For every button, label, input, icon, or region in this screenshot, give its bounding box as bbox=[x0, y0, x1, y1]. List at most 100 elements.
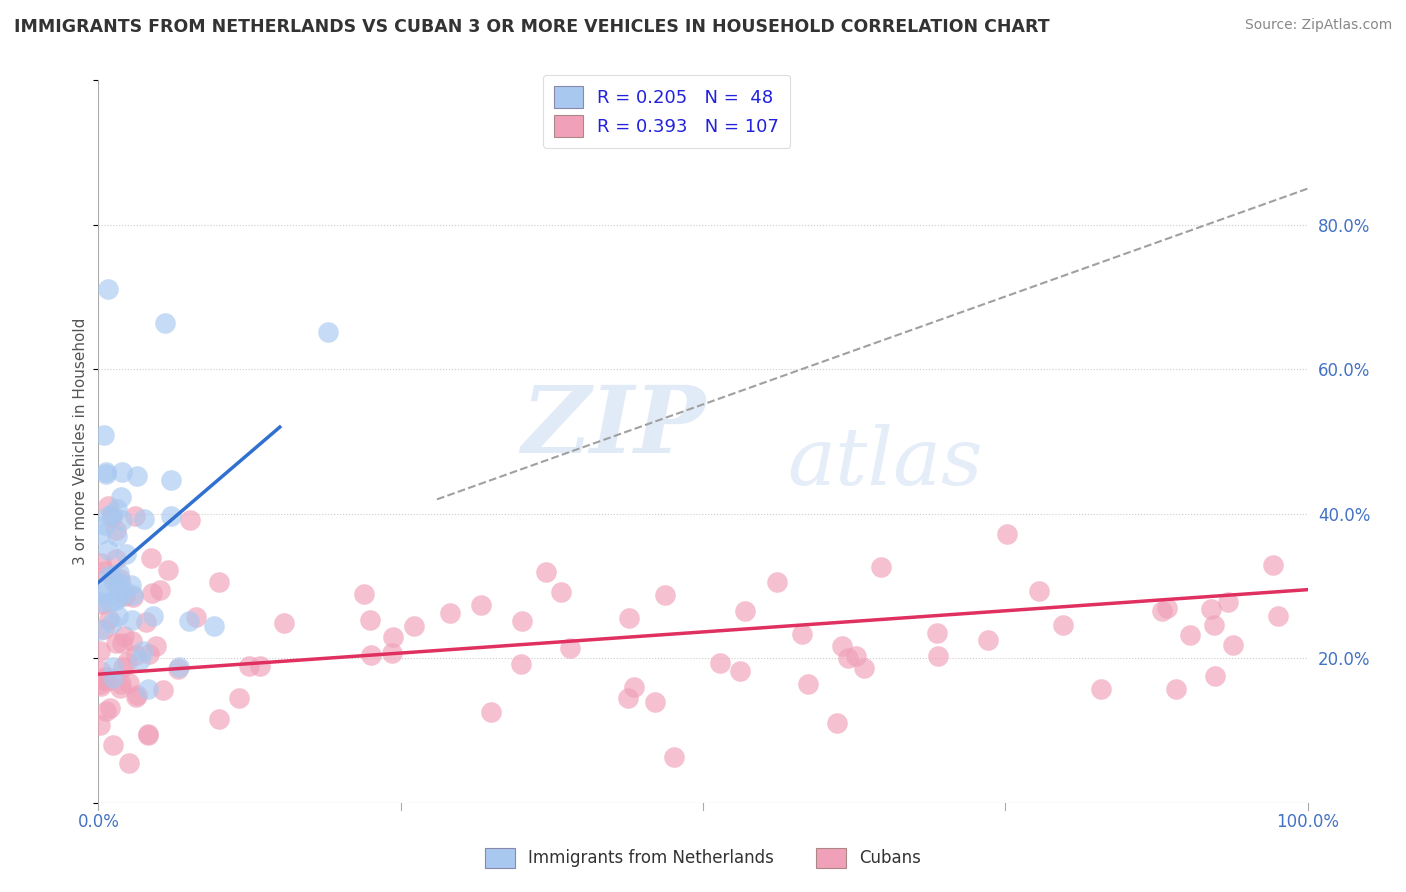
Point bbox=[98, 612, 121, 626]
Point bbox=[709, 656, 731, 670]
Point bbox=[91, 673, 114, 687]
Point bbox=[110, 677, 132, 691]
Point bbox=[142, 608, 165, 623]
Point bbox=[1263, 558, 1285, 572]
Point bbox=[796, 676, 818, 690]
Point bbox=[995, 526, 1018, 541]
Point bbox=[97, 282, 120, 296]
Point bbox=[89, 623, 111, 637]
Point bbox=[1166, 682, 1188, 697]
Point bbox=[728, 665, 751, 679]
Point bbox=[208, 712, 231, 726]
Point bbox=[103, 574, 125, 589]
Point bbox=[105, 529, 128, 543]
Point bbox=[112, 629, 135, 643]
Point bbox=[94, 704, 117, 718]
Point bbox=[766, 575, 789, 590]
Point bbox=[101, 508, 124, 522]
Point bbox=[110, 681, 132, 696]
Point bbox=[228, 691, 250, 706]
Point bbox=[141, 551, 163, 566]
Text: ZIP: ZIP bbox=[522, 382, 706, 472]
Point bbox=[98, 701, 121, 715]
Point bbox=[94, 670, 117, 684]
Point bbox=[381, 646, 404, 660]
Point bbox=[107, 609, 129, 624]
Point bbox=[238, 659, 260, 673]
Point bbox=[111, 636, 134, 650]
Point bbox=[169, 660, 191, 674]
Point bbox=[108, 572, 131, 586]
Point bbox=[104, 636, 127, 650]
Point bbox=[108, 575, 131, 590]
Point bbox=[118, 756, 141, 770]
Point bbox=[93, 623, 115, 637]
Point bbox=[734, 604, 756, 618]
Point bbox=[121, 633, 143, 648]
Point bbox=[90, 664, 112, 678]
Text: IMMIGRANTS FROM NETHERLANDS VS CUBAN 3 OR MORE VEHICLES IN HOUSEHOLD CORRELATION: IMMIGRANTS FROM NETHERLANDS VS CUBAN 3 O… bbox=[14, 18, 1050, 36]
Point bbox=[179, 513, 201, 527]
Point bbox=[125, 690, 148, 704]
Point bbox=[105, 501, 128, 516]
Point bbox=[1150, 604, 1173, 618]
Point bbox=[316, 325, 339, 339]
Point bbox=[1052, 618, 1074, 632]
Point bbox=[125, 688, 148, 702]
Point bbox=[97, 509, 120, 524]
Point bbox=[927, 649, 949, 664]
Point bbox=[617, 690, 640, 705]
Point bbox=[184, 609, 207, 624]
Point bbox=[404, 619, 426, 633]
Point bbox=[550, 584, 572, 599]
Point bbox=[101, 671, 124, 685]
Point bbox=[1204, 669, 1226, 683]
Point bbox=[156, 563, 179, 577]
Point bbox=[89, 717, 111, 731]
Point bbox=[977, 633, 1000, 648]
Point bbox=[792, 626, 814, 640]
Point bbox=[167, 662, 190, 676]
Point bbox=[100, 568, 122, 582]
Point bbox=[273, 615, 295, 630]
Point bbox=[149, 582, 172, 597]
Point bbox=[208, 574, 231, 589]
Point bbox=[845, 649, 868, 664]
Point bbox=[623, 681, 645, 695]
Point bbox=[837, 650, 859, 665]
Point bbox=[654, 588, 676, 602]
Point bbox=[141, 586, 163, 600]
Point bbox=[97, 543, 120, 558]
Point bbox=[96, 465, 118, 479]
Point bbox=[134, 512, 156, 526]
Point bbox=[202, 619, 225, 633]
Point bbox=[90, 557, 112, 571]
Point bbox=[136, 726, 159, 740]
Text: Source: ZipAtlas.com: Source: ZipAtlas.com bbox=[1244, 18, 1392, 32]
Point bbox=[89, 644, 111, 658]
Point bbox=[359, 613, 381, 627]
Point bbox=[510, 615, 533, 629]
Point bbox=[136, 681, 159, 696]
Point bbox=[617, 611, 640, 625]
Point bbox=[510, 657, 533, 671]
Point bbox=[160, 509, 183, 524]
Point bbox=[1178, 628, 1201, 642]
Point bbox=[644, 695, 666, 709]
Point bbox=[91, 583, 114, 598]
Point bbox=[101, 509, 124, 524]
Point bbox=[852, 660, 875, 674]
Point bbox=[105, 552, 128, 566]
Point bbox=[124, 509, 146, 524]
Point bbox=[108, 590, 131, 604]
Point bbox=[101, 615, 124, 630]
Point bbox=[1156, 601, 1178, 615]
Point bbox=[827, 715, 849, 730]
Point bbox=[104, 593, 127, 607]
Point bbox=[90, 595, 112, 609]
Point bbox=[108, 566, 131, 580]
Point bbox=[96, 674, 118, 689]
Point bbox=[662, 749, 685, 764]
Point bbox=[145, 639, 167, 653]
Point bbox=[138, 647, 160, 661]
